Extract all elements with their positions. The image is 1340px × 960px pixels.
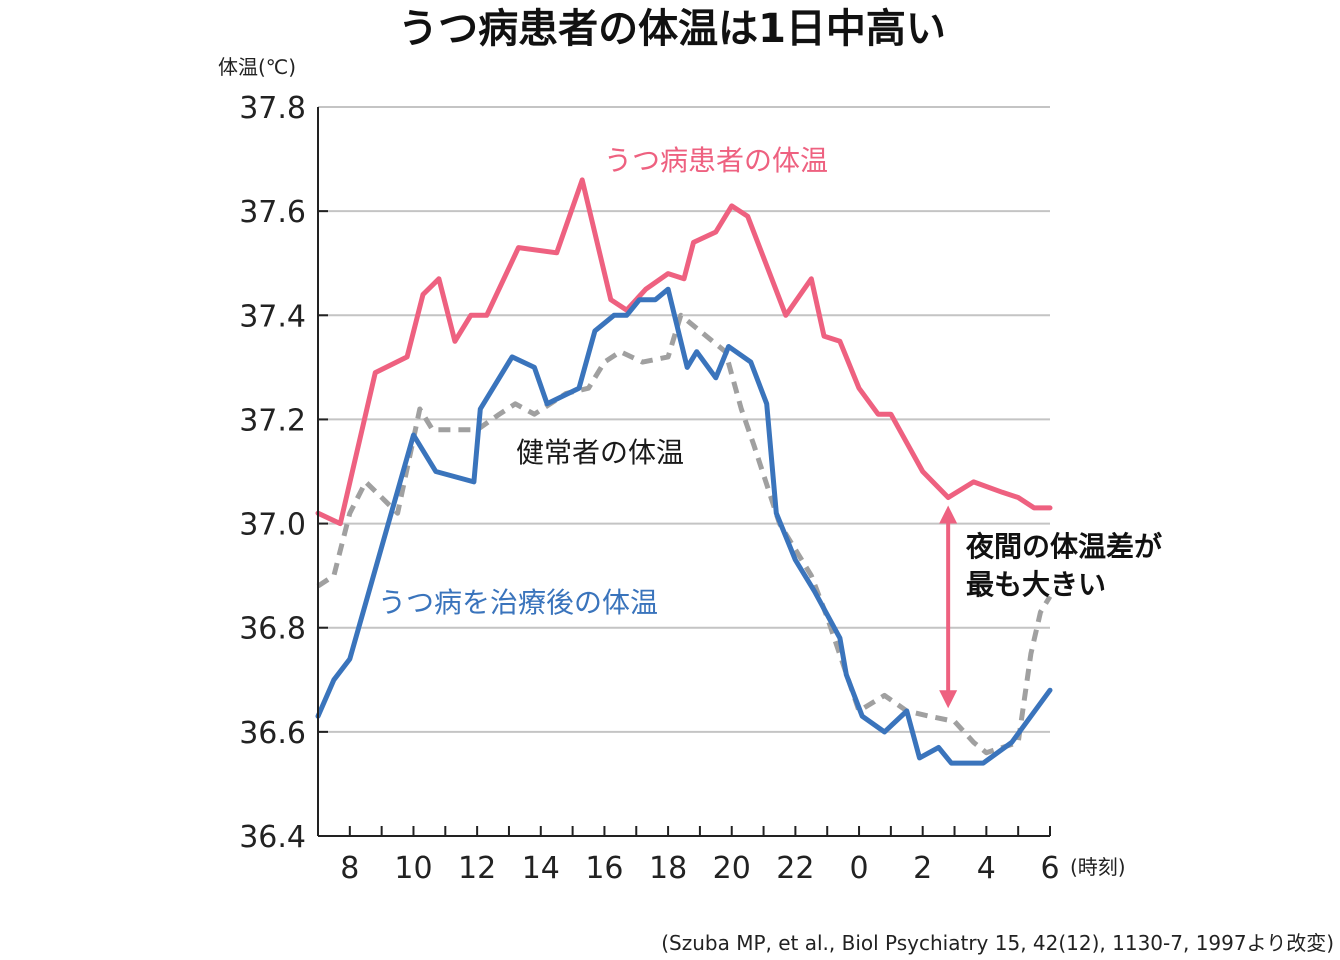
arrow-head-down (939, 690, 958, 709)
series-line-healthy (316, 312, 1053, 756)
x-tick-labels: 8 10 12 14 16 18 20 22 0 2 4 6 (340, 851, 1059, 886)
gridlines (318, 106, 1050, 733)
x-tick-label: 20 (713, 851, 751, 886)
x-axis-unit-label: (時刻) (1070, 855, 1126, 879)
x-tick-label: 14 (522, 851, 560, 886)
y-tick-label: 36.4 (239, 820, 306, 855)
x-tick-label: 6 (1040, 851, 1059, 886)
annotation-line-1: 夜間の体温差が (965, 530, 1162, 563)
night-difference-arrow (939, 505, 958, 709)
series-line-depressed (315, 177, 1053, 527)
x-tick-label: 4 (977, 851, 996, 886)
series-label-depressed: うつ病患者の体温 (604, 144, 828, 177)
x-tick-label: 8 (340, 851, 359, 886)
y-axis-label: 体温(℃) (218, 55, 296, 79)
y-tick-label: 36.6 (239, 716, 306, 751)
y-tick-label: 37.0 (239, 508, 306, 543)
annotation-line-2: 最も大きい (966, 568, 1106, 601)
y-tick-label: 37.8 (239, 91, 306, 126)
x-tick-label: 22 (776, 851, 814, 886)
y-tick-label: 37.2 (239, 403, 306, 438)
data-series (315, 177, 1053, 766)
y-tick-label: 37.4 (239, 299, 306, 334)
series-label-treated: うつ病を治療後の体温 (378, 586, 658, 619)
x-tick-label: 10 (394, 851, 432, 886)
series-label-healthy: 健常者の体温 (516, 436, 684, 469)
y-tick-label: 37.6 (239, 195, 306, 230)
chart-title: うつ病患者の体温は1日中高い (398, 6, 946, 52)
series-line-treated (315, 286, 1053, 766)
x-tick-label: 0 (849, 851, 868, 886)
x-tick-label: 16 (585, 851, 623, 886)
y-tick-labels: 37.8 37.6 37.4 37.2 37.0 36.8 36.6 36.4 (239, 91, 306, 855)
x-tick-label: 18 (649, 851, 687, 886)
x-tick-label: 2 (913, 851, 932, 886)
arrow-head-up (939, 505, 958, 524)
x-tick-label: 12 (458, 851, 496, 886)
source-citation: (Szuba MP, et al., Biol Psychiatry 15, 4… (661, 931, 1334, 955)
y-tick-label: 36.8 (239, 612, 306, 647)
axes (317, 107, 1051, 837)
